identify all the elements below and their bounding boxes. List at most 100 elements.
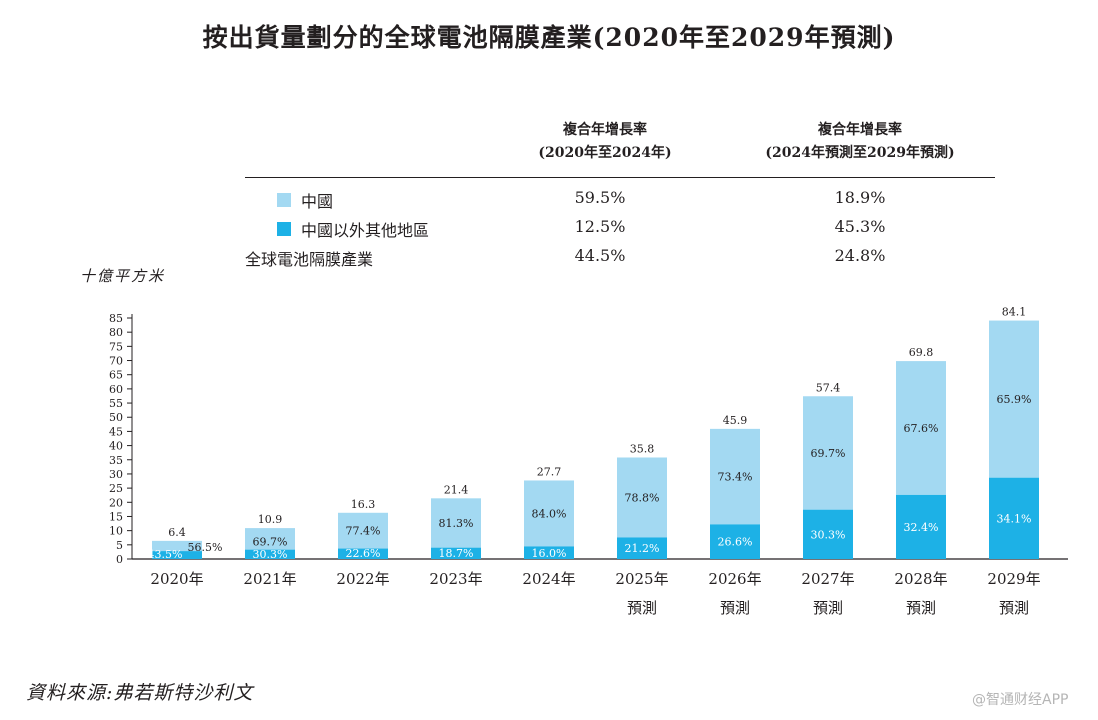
- bar-rest-of-world-5: [617, 537, 667, 559]
- total-label-4: 27.7: [537, 465, 562, 478]
- x-category-label-7-0: 2027年: [801, 570, 854, 588]
- y-tick-label-5: 5: [116, 539, 123, 552]
- y-tick-label-35: 35: [109, 454, 123, 467]
- x-category-label-6-1: 預測: [720, 599, 750, 617]
- bar-china-9: [989, 320, 1039, 478]
- bar-china-6: [710, 428, 760, 525]
- label-rest-of-world-7: 30.3%: [811, 528, 846, 541]
- bar-rest-of-world-4: [524, 546, 574, 559]
- x-category-label-3-0: 2023年: [429, 570, 482, 588]
- cagr-header-2024-2029-line2: (2024年預測至2029年預測): [765, 145, 955, 161]
- label-rest-of-world-1: 30.3%: [253, 548, 288, 561]
- y-tick-label-80: 80: [109, 326, 123, 339]
- bar-rest-of-world-9: [989, 477, 1039, 559]
- cagr-header-2020-2024-line2: (2020年至2024年): [538, 145, 672, 161]
- legend-china-label: 中國: [301, 192, 334, 211]
- label-china-2: 77.4%: [346, 525, 381, 538]
- label-rest-of-world-9: 34.1%: [997, 512, 1032, 525]
- bar-rest-of-world-6: [710, 524, 760, 559]
- y-tick-label-70: 70: [109, 355, 123, 368]
- label-rest-of-world-2: 22.6%: [346, 547, 381, 560]
- x-category-label-1-0: 2021年: [243, 570, 296, 588]
- y-tick-label-55: 55: [109, 397, 123, 410]
- bar-china-2: [338, 512, 388, 549]
- label-rest-of-world-4: 16.0%: [532, 547, 567, 560]
- global-cagr-2024-2029: 24.8%: [834, 246, 886, 265]
- x-category-label-0-0: 2020年: [150, 570, 203, 588]
- bar-china-7: [803, 396, 853, 510]
- label-china-0: 56.5%: [188, 541, 223, 554]
- y-tick-label-20: 20: [109, 496, 123, 509]
- china-swatch: [277, 193, 291, 207]
- label-rest-of-world-6: 26.6%: [718, 536, 753, 549]
- x-category-label-9-0: 2029年: [987, 570, 1040, 588]
- y-tick-label-0: 0: [116, 553, 123, 566]
- bar-rest-of-world-3: [431, 547, 481, 559]
- x-category-label-5-0: 2025年: [615, 570, 668, 588]
- label-china-9: 65.9%: [997, 393, 1032, 406]
- y-tick-label-75: 75: [109, 340, 123, 353]
- x-category-label-2-0: 2022年: [336, 570, 389, 588]
- watermark: @智通财经APP: [972, 692, 1069, 708]
- y-tick-label-10: 10: [109, 525, 123, 538]
- bar-rest-of-world-7: [803, 509, 853, 559]
- y-tick-label-60: 60: [109, 383, 123, 396]
- y-tick-label-40: 40: [109, 440, 123, 453]
- chart-title: 按出貨量劃分的全球電池隔膜產業(2020年至2029年預測): [202, 23, 896, 52]
- rest-of-world-swatch: [277, 222, 291, 236]
- bar-china-8: [896, 361, 946, 495]
- label-china-5: 78.8%: [625, 491, 660, 504]
- x-category-label-8-0: 2028年: [894, 570, 947, 588]
- bar-china-5: [617, 457, 667, 538]
- legend-rest-of-world-label: 中國以外其他地區: [301, 221, 430, 240]
- bar-china-3: [431, 498, 481, 548]
- cagr-header-2020-2024: 複合年增長率 (2020年至2024年): [520, 119, 690, 165]
- label-china-4: 84.0%: [532, 507, 567, 520]
- china-cagr-2020-2024: 59.5%: [574, 188, 626, 207]
- rest-of-world-cagr-2020-2024: 12.5%: [574, 217, 626, 236]
- y-tick-label-25: 25: [109, 482, 123, 495]
- y-tick-label-50: 50: [109, 411, 123, 424]
- x-category-label-9-1: 預測: [999, 599, 1029, 617]
- total-label-1: 10.9: [258, 513, 283, 526]
- label-china-7: 69.7%: [811, 447, 846, 460]
- global-industry-row-label: 全球電池隔膜產業: [245, 250, 374, 269]
- x-category-label-7-1: 預測: [813, 599, 843, 617]
- legend-rest-of-world: 中國以外其他地區: [245, 217, 429, 241]
- bar-china-1: [245, 528, 295, 550]
- label-rest-of-world-8: 32.4%: [904, 521, 939, 534]
- label-china-6: 73.4%: [718, 471, 753, 484]
- y-tick-label-65: 65: [109, 369, 123, 382]
- table-divider: [245, 177, 995, 178]
- x-category-label-4-0: 2024年: [522, 570, 575, 588]
- total-label-8: 69.8: [909, 346, 934, 359]
- label-china-8: 67.6%: [904, 422, 939, 435]
- bar-rest-of-world-0: [152, 551, 202, 559]
- bar-china-4: [524, 480, 574, 547]
- total-label-7: 57.4: [816, 381, 841, 394]
- total-label-9: 84.1: [1002, 306, 1027, 319]
- y-tick-label-85: 85: [109, 312, 123, 325]
- source-note: 資料來源:弗若斯特沙利文: [26, 682, 254, 704]
- label-rest-of-world-3: 18.7%: [439, 547, 474, 560]
- total-label-2: 16.3: [351, 498, 376, 511]
- x-category-label-5-1: 預測: [627, 599, 657, 617]
- bar-rest-of-world-2: [338, 548, 388, 559]
- y-tick-label-15: 15: [109, 510, 123, 523]
- global-cagr-2020-2024: 44.5%: [574, 246, 626, 265]
- rest-of-world-cagr-2024-2029: 45.3%: [834, 217, 886, 236]
- x-category-label-6-0: 2026年: [708, 570, 761, 588]
- y-axis-unit-label: 十億平方米: [80, 267, 166, 285]
- total-label-0: 6.4: [168, 526, 186, 539]
- legend-china: 中國: [245, 188, 333, 212]
- y-tick-label-30: 30: [109, 468, 123, 481]
- label-china-3: 81.3%: [439, 517, 474, 530]
- label-rest-of-world-5: 21.2%: [625, 542, 660, 555]
- x-category-label-8-1: 預測: [906, 599, 936, 617]
- bar-rest-of-world-8: [896, 494, 946, 559]
- cagr-header-2024-2029-line1: 複合年增長率: [818, 122, 902, 138]
- cagr-header-2020-2024-line1: 複合年增長率: [563, 122, 647, 138]
- bar-rest-of-world-1: [245, 549, 295, 559]
- china-cagr-2024-2029: 18.9%: [834, 188, 886, 207]
